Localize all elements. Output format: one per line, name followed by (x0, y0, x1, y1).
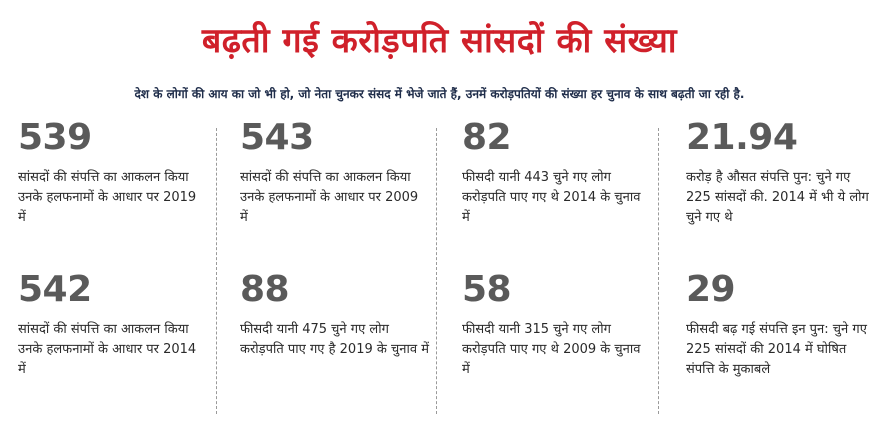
stat-description: सांसदों की संपत्ति का आकलन किया उनके हलफ… (18, 170, 197, 225)
column-divider (216, 128, 217, 414)
column-divider (436, 128, 437, 414)
stat-card: 29 फीसदी बढ़ गई संपत्ति इन पुन: चुने गए … (686, 270, 879, 380)
stat-card: 539 सांसदों की संपत्ति का आकलन किया उनके… (18, 118, 223, 228)
stat-description: फीसदी यानी 443 चुने गए लोग करोड़पति पाए … (462, 170, 641, 225)
stat-description: फीसदी यानी 315 चुने गए लोग करोड़पति पाए … (462, 322, 641, 377)
stat-description: फीसदी बढ़ गई संपत्ति इन पुन: चुने गए 225… (686, 322, 867, 377)
stat-card: 82 फीसदी यानी 443 चुने गए लोग करोड़पति प… (462, 118, 667, 228)
stat-description: फीसदी यानी 475 चुने गए लोग करोड़पति पाए … (240, 322, 429, 357)
stat-number: 29 (686, 269, 736, 310)
stat-card: 21.94 करोड़ है औसत संपत्ति पुन: चुने गए … (686, 118, 879, 228)
stat-card: 542 सांसदों की संपत्ति का आकलन किया उनके… (18, 270, 223, 380)
stat-card: 88 फीसदी यानी 475 चुने गए लोग करोड़पति प… (240, 270, 445, 360)
stat-number: 543 (240, 117, 314, 158)
stat-description: सांसदों की संपत्ति का आकलन किया उनके हलफ… (240, 170, 419, 225)
stat-card: 543 सांसदों की संपत्ति का आकलन किया उनके… (240, 118, 445, 228)
stat-description: करोड़ है औसत संपत्ति पुन: चुने गए 225 सा… (686, 170, 869, 225)
page-title: बढ़ती गई करोड़पति सांसदों की संख्या (201, 21, 678, 61)
stat-number: 58 (462, 269, 512, 310)
stat-number: 21.94 (686, 117, 798, 158)
page-subtitle: देश के लोगों की आय का जो भी हो, जो नेता … (134, 87, 745, 101)
stats-grid: 539 सांसदों की संपत्ति का आकलन किया उनके… (18, 118, 869, 418)
stat-number: 82 (462, 117, 512, 158)
stat-number: 542 (18, 269, 92, 310)
stat-number: 539 (18, 117, 92, 158)
stat-description: सांसदों की संपत्ति का आकलन किया उनके हलफ… (18, 322, 197, 377)
column-divider (658, 128, 659, 414)
stat-number: 88 (240, 269, 290, 310)
stat-card: 58 फीसदी यानी 315 चुने गए लोग करोड़पति प… (462, 270, 667, 380)
